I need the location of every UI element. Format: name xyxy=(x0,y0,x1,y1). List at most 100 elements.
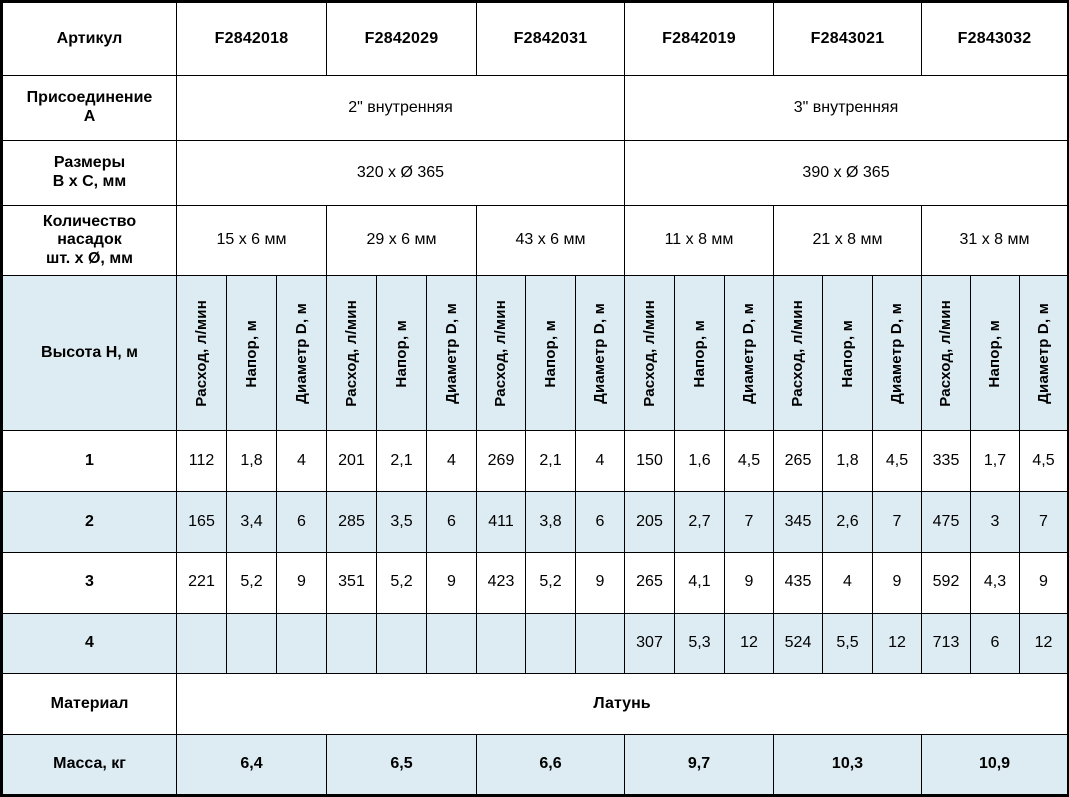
dimensions-value-2in: 320 x Ø 365 xyxy=(176,140,625,207)
data-cell: 112 xyxy=(176,430,227,493)
data-cell: 4 xyxy=(426,430,477,493)
mass-value-4: 10,3 xyxy=(773,734,922,796)
data-cell: 7 xyxy=(872,491,922,553)
data-cell: 592 xyxy=(921,551,971,614)
article-cell-3[interactable]: F2842019 xyxy=(624,0,774,77)
metric-header-diameter-2: Диаметр D, м xyxy=(575,275,625,432)
metric-header-label: Расход, л/мин xyxy=(492,300,510,407)
data-cell: 9 xyxy=(872,551,922,614)
metric-header-flow-4: Расход, л/мин xyxy=(773,275,823,432)
article-cell-0[interactable]: F2842018 xyxy=(176,0,327,77)
table-row: 4 307 5,3 12 524 5,5 12 713 6 12 xyxy=(1,612,1069,675)
data-cell: 5,2 xyxy=(525,551,576,614)
article-cell-4[interactable]: F2843021 xyxy=(773,0,922,77)
data-cell: 285 xyxy=(326,491,377,553)
data-cell: 4,5 xyxy=(872,430,922,493)
metric-header-pressure-2: Напор, м xyxy=(525,275,576,432)
table-row: 2 165 3,4 6 285 3,5 6 411 3,8 6 205 2,7 … xyxy=(1,491,1069,553)
metric-header-flow-0: Расход, л/мин xyxy=(176,275,227,432)
article-cell-2[interactable]: F2842031 xyxy=(476,0,625,77)
metric-header-diameter-1: Диаметр D, м xyxy=(426,275,477,432)
row-label-connection-line2: A xyxy=(83,108,96,126)
data-cell: 3,5 xyxy=(376,491,427,553)
row-label-height: Высота H, м xyxy=(1,275,177,432)
data-cell: 4,3 xyxy=(970,551,1020,614)
metric-header-pressure-0: Напор, м xyxy=(226,275,277,432)
data-cell: 411 xyxy=(476,491,526,553)
data-cell: 150 xyxy=(624,430,675,493)
data-cell xyxy=(476,612,526,675)
data-cell: 201 xyxy=(326,430,377,493)
dimensions-value-3in: 390 x Ø 365 xyxy=(623,140,1069,207)
data-cell: 6 xyxy=(575,491,625,553)
metric-header-label: Напор, м xyxy=(838,319,856,388)
data-cell: 307 xyxy=(624,612,675,675)
metric-header-diameter-4: Диаметр D, м xyxy=(872,275,922,432)
row-label-nozzles: Количество насадок шт. x Ø, мм xyxy=(1,205,177,277)
data-cell: 4 xyxy=(822,551,873,614)
nozzle-cell-4: 21 x 8 мм xyxy=(773,205,922,277)
data-cell: 221 xyxy=(176,551,227,614)
data-cell: 165 xyxy=(176,491,227,553)
data-cell: 12 xyxy=(872,612,922,675)
metric-header-label: Расход, л/мин xyxy=(640,300,658,407)
data-cell: 3,8 xyxy=(525,491,576,553)
row-label-material: Материал xyxy=(1,673,177,736)
nozzle-cell-1: 29 x 6 мм xyxy=(326,205,477,277)
data-cell: 4,1 xyxy=(674,551,725,614)
nozzle-cell-2: 43 x 6 мм xyxy=(476,205,625,277)
metric-header-label: Диаметр D, м xyxy=(740,302,758,404)
metric-header-pressure-4: Напор, м xyxy=(822,275,873,432)
metric-header-pressure-5: Напор, м xyxy=(970,275,1020,432)
metric-header-label: Расход, л/мин xyxy=(342,300,360,407)
metric-header-label: Диаметр D, м xyxy=(442,302,460,404)
data-cell: 1,8 xyxy=(822,430,873,493)
data-cell: 4,5 xyxy=(724,430,774,493)
data-cell xyxy=(575,612,625,675)
data-cell xyxy=(226,612,277,675)
data-cell: 435 xyxy=(773,551,823,614)
data-cell: 9 xyxy=(1018,551,1069,614)
data-cell xyxy=(376,612,427,675)
data-cell: 6 xyxy=(276,491,327,553)
data-cell: 2,1 xyxy=(376,430,427,493)
data-cell: 713 xyxy=(921,612,971,675)
mass-value-1: 6,5 xyxy=(326,734,477,796)
metric-header-flow-5: Расход, л/мин xyxy=(921,275,971,432)
data-cell: 269 xyxy=(476,430,526,493)
metric-header-label: Расход, л/мин xyxy=(937,300,955,407)
data-cell: 265 xyxy=(773,430,823,493)
table-row-article: Артикул F2842018 F2842029 F2842031 F2842… xyxy=(1,0,1069,77)
metric-header-label: Напор, м xyxy=(242,319,260,388)
data-cell: 345 xyxy=(773,491,823,553)
metric-header-label: Напор, м xyxy=(690,319,708,388)
data-cell: 3,4 xyxy=(226,491,277,553)
row-label-nozzles-line2: насадок xyxy=(57,231,122,249)
mass-value-5: 10,9 xyxy=(920,734,1069,796)
data-cell: 475 xyxy=(921,491,971,553)
data-cell xyxy=(525,612,576,675)
data-cell: 7 xyxy=(724,491,774,553)
article-cell-1[interactable]: F2842029 xyxy=(326,0,477,77)
metric-header-label: Напор, м xyxy=(986,319,1004,388)
data-cell: 1,8 xyxy=(226,430,277,493)
data-cell xyxy=(326,612,377,675)
data-cell: 4 xyxy=(276,430,327,493)
data-cell: 7 xyxy=(1018,491,1069,553)
row-label-article: Артикул xyxy=(1,0,177,77)
data-cell: 351 xyxy=(326,551,377,614)
row-label-dimensions-line2: B x C, мм xyxy=(52,173,127,191)
metric-header-flow-1: Расход, л/мин xyxy=(326,275,377,432)
metric-header-label: Напор, м xyxy=(392,319,410,388)
height-label: 2 xyxy=(1,491,177,553)
metric-header-label: Диаметр D, м xyxy=(1034,302,1052,404)
data-cell: 6 xyxy=(970,612,1020,675)
table-row-metric-headers: Высота H, м Расход, л/мин Напор, м Диаме… xyxy=(1,275,1069,432)
table-row-material: Материал Латунь xyxy=(1,673,1069,736)
nozzle-cell-5: 31 x 8 мм xyxy=(920,205,1069,277)
row-label-dimensions-line1: Размеры xyxy=(53,154,126,172)
table-row-connection: Присоединение A 2" внутренняя 3" внутрен… xyxy=(1,75,1069,142)
article-cell-5[interactable]: F2843032 xyxy=(920,0,1069,77)
row-label-dimensions: Размеры B x C, мм xyxy=(1,140,177,207)
